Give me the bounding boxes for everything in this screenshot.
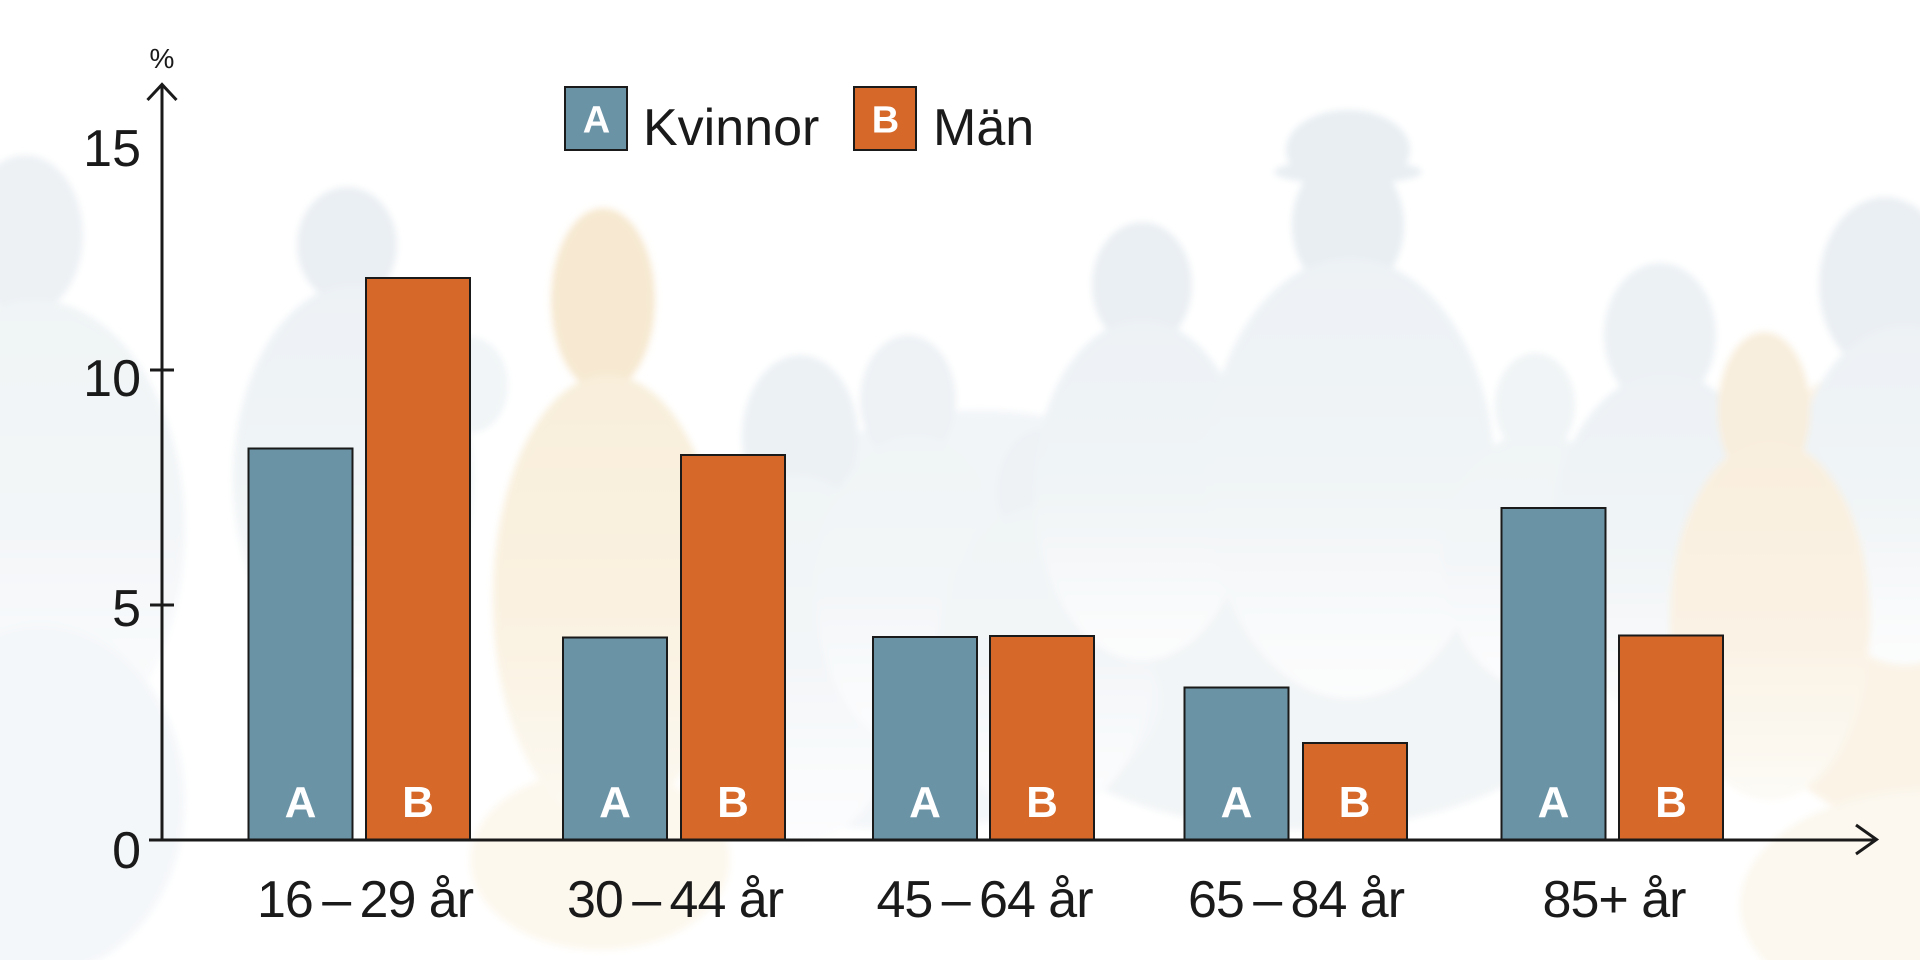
svg-text:10: 10 (83, 350, 141, 408)
svg-text:0: 0 (112, 822, 141, 880)
svg-text:B: B (1339, 778, 1371, 827)
svg-text:A: A (583, 100, 610, 142)
svg-text:Kvinnor: Kvinnor (643, 99, 819, 157)
svg-text:A: A (285, 778, 317, 827)
svg-text:B: B (1026, 778, 1058, 827)
svg-text:Män: Män (933, 99, 1034, 157)
svg-text:B: B (1655, 778, 1687, 827)
svg-text:65 – 84 år: 65 – 84 år (1188, 871, 1405, 929)
svg-text:16 – 29 år: 16 – 29 år (257, 871, 474, 929)
svg-text:A: A (909, 778, 941, 827)
svg-text:A: A (599, 778, 631, 827)
svg-text:85+ år: 85+ år (1543, 871, 1687, 929)
svg-text:A: A (1221, 778, 1253, 827)
svg-text:15: 15 (83, 120, 141, 178)
svg-text:B: B (402, 778, 434, 827)
svg-text:45 – 64 år: 45 – 64 år (876, 871, 1093, 929)
svg-text:B: B (717, 778, 749, 827)
svg-text:%: % (150, 43, 175, 74)
svg-text:30 – 44 år: 30 – 44 år (567, 871, 784, 929)
svg-text:5: 5 (112, 580, 141, 638)
svg-text:B: B (872, 100, 899, 142)
svg-text:A: A (1538, 778, 1570, 827)
